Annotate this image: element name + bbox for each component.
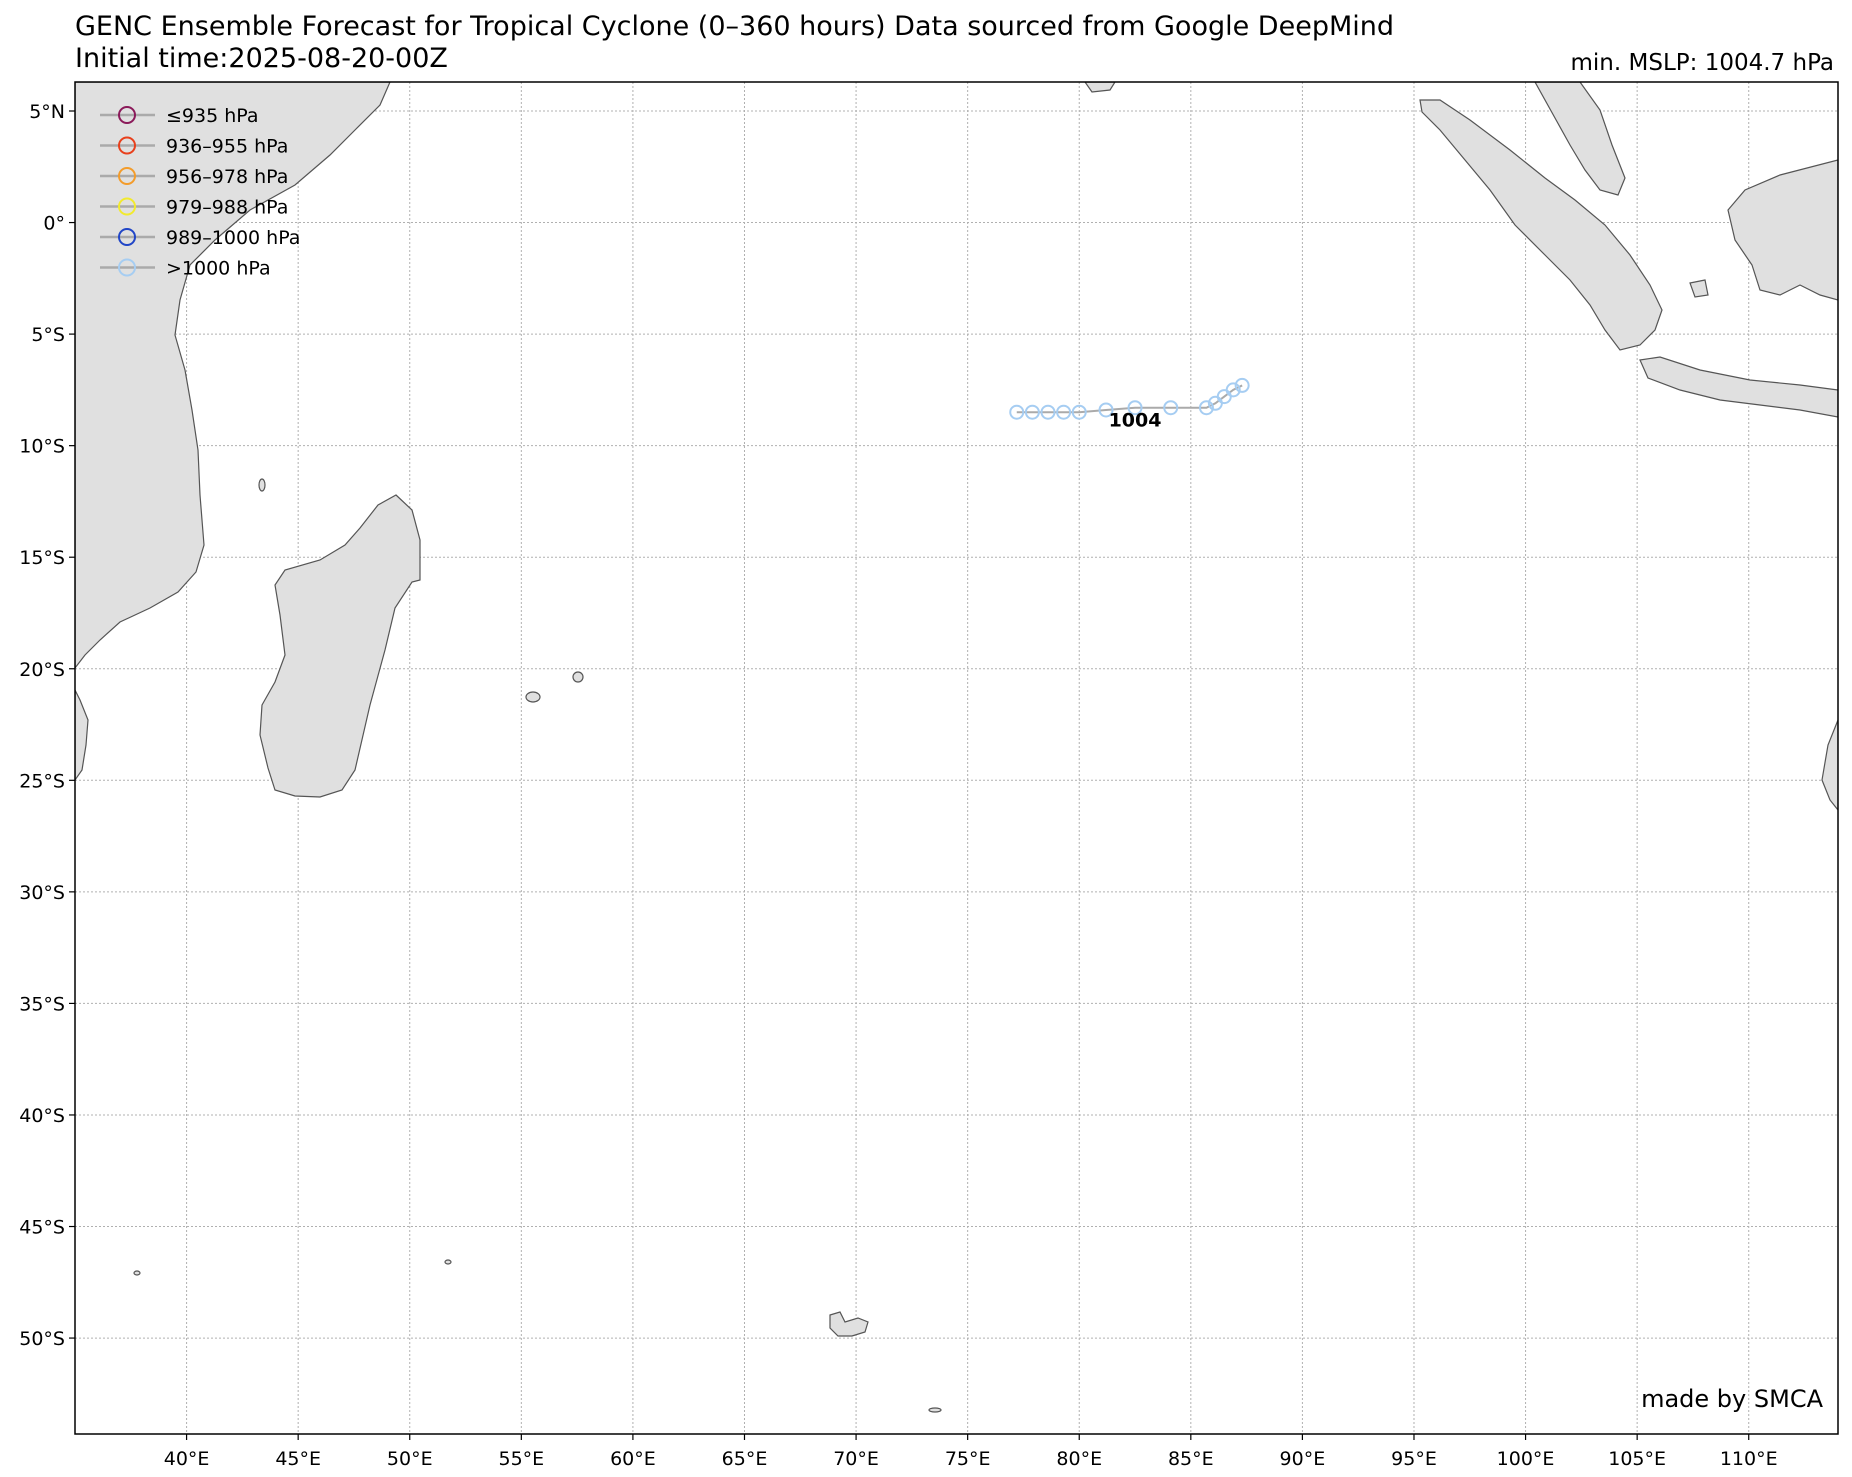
gridlines — [75, 82, 1838, 1434]
lat-tick-label: 5°N — [29, 101, 65, 123]
track-point — [1234, 377, 1250, 393]
land-heard-island — [928, 1407, 942, 1413]
legend-label: 936–955 hPa — [166, 136, 288, 158]
track-point — [1198, 400, 1214, 416]
lon-tick-label: 95°E — [1391, 1448, 1437, 1470]
legend-marker — [118, 136, 136, 155]
land-kerguelen — [829, 1311, 869, 1337]
land-madagascar — [259, 494, 421, 798]
land-masses — [75, 82, 1838, 1413]
initial-time: Initial time:2025-08-20-00Z — [75, 43, 448, 74]
lat-tick-label: 10°S — [19, 436, 65, 458]
land-mauritius — [572, 671, 584, 683]
lat-tick-label: 0° — [43, 213, 65, 235]
lat-tick-label: 45°S — [19, 1217, 65, 1239]
map-title: GENC Ensemble Forecast for Tropical Cycl… — [75, 11, 1395, 42]
track-point — [1098, 402, 1114, 418]
track-point — [1040, 404, 1056, 420]
track-point — [1163, 400, 1179, 416]
lon-tick-label: 55°E — [498, 1448, 544, 1470]
land-south-africa-tip — [75, 689, 89, 782]
track-point — [1127, 400, 1143, 416]
lon-tick-label: 80°E — [1056, 1448, 1102, 1470]
land-bangka — [1689, 279, 1709, 298]
lat-tick-label: 15°S — [19, 547, 65, 569]
credit-label: made by SMCA — [1641, 1385, 1823, 1413]
legend-label: 956–978 hPa — [166, 166, 288, 188]
legend-label: ≤935 hPa — [166, 105, 259, 127]
land-sri-lanka — [1084, 82, 1116, 93]
land-sumatra — [1419, 99, 1663, 351]
land-malay-peninsula — [1534, 82, 1626, 196]
lon-tick-label: 110°E — [1720, 1448, 1778, 1470]
lon-tick-label: 90°E — [1280, 1448, 1326, 1470]
lat-tick-label: 30°S — [19, 882, 65, 904]
longitude-ticks: 40°E 45°E 50°E 55°E 60°E 65°E 70°E 75°E 80°E 85°E… — [164, 1434, 1778, 1470]
land-comoros — [258, 478, 266, 492]
land-borneo — [1727, 159, 1838, 301]
land-java — [1639, 356, 1838, 418]
track-line — [1016, 384, 1243, 414]
lon-tick-label: 85°E — [1168, 1448, 1214, 1470]
track-point — [1207, 395, 1223, 411]
lat-tick-label: 5°S — [31, 324, 65, 346]
land-africa — [75, 82, 391, 669]
land-crozet — [444, 1259, 452, 1265]
legend: ≤935 hPa 936–955 hPa 956–978 hPa 979–988 hP… — [100, 105, 300, 280]
lat-tick-label: 20°S — [19, 659, 65, 681]
map-frame — [74, 81, 1839, 1435]
legend-marker — [118, 167, 136, 185]
lon-tick-label: 65°E — [722, 1448, 768, 1470]
track-pressure-label: 1004 — [1109, 410, 1162, 432]
lon-tick-label: 70°E — [833, 1448, 879, 1470]
legend-marker — [118, 106, 136, 124]
lon-tick-label: 50°E — [387, 1448, 433, 1470]
lon-tick-label: 75°E — [945, 1448, 991, 1470]
lat-tick-label: 35°S — [19, 993, 65, 1015]
min-mslp-label: min. MSLP: 1004.7 hPa — [1570, 50, 1834, 76]
land-reunion — [525, 691, 541, 703]
track-point — [1056, 404, 1072, 420]
land-australia — [1821, 719, 1838, 811]
legend-label: >1000 hPa — [166, 258, 271, 280]
land-prince-edward — [133, 1270, 141, 1276]
cyclone-track: 1004 — [1009, 377, 1250, 432]
legend-marker — [118, 197, 136, 216]
lat-tick-label: 25°S — [19, 770, 65, 792]
lon-tick-label: 40°E — [164, 1448, 210, 1470]
lon-tick-label: 100°E — [1497, 1448, 1555, 1470]
track-point — [1071, 404, 1087, 420]
legend-label: 979–988 hPa — [166, 197, 288, 219]
lon-tick-label: 60°E — [610, 1448, 656, 1470]
lat-tick-label: 50°S — [19, 1328, 65, 1350]
track-point — [1009, 404, 1025, 420]
legend-marker — [118, 228, 136, 246]
lon-tick-label: 105°E — [1608, 1448, 1666, 1470]
lon-tick-label: 45°E — [275, 1448, 321, 1470]
latitude-ticks: 5°N 0° 5°S 10°S 15°S 20°S 25°S 30°S 35°S 40°S 45°S… — [19, 101, 75, 1350]
legend-label: 989–1000 hPa — [166, 227, 300, 249]
legend-marker — [118, 258, 136, 277]
track-point — [1024, 404, 1040, 420]
lat-tick-label: 40°S — [19, 1105, 65, 1127]
